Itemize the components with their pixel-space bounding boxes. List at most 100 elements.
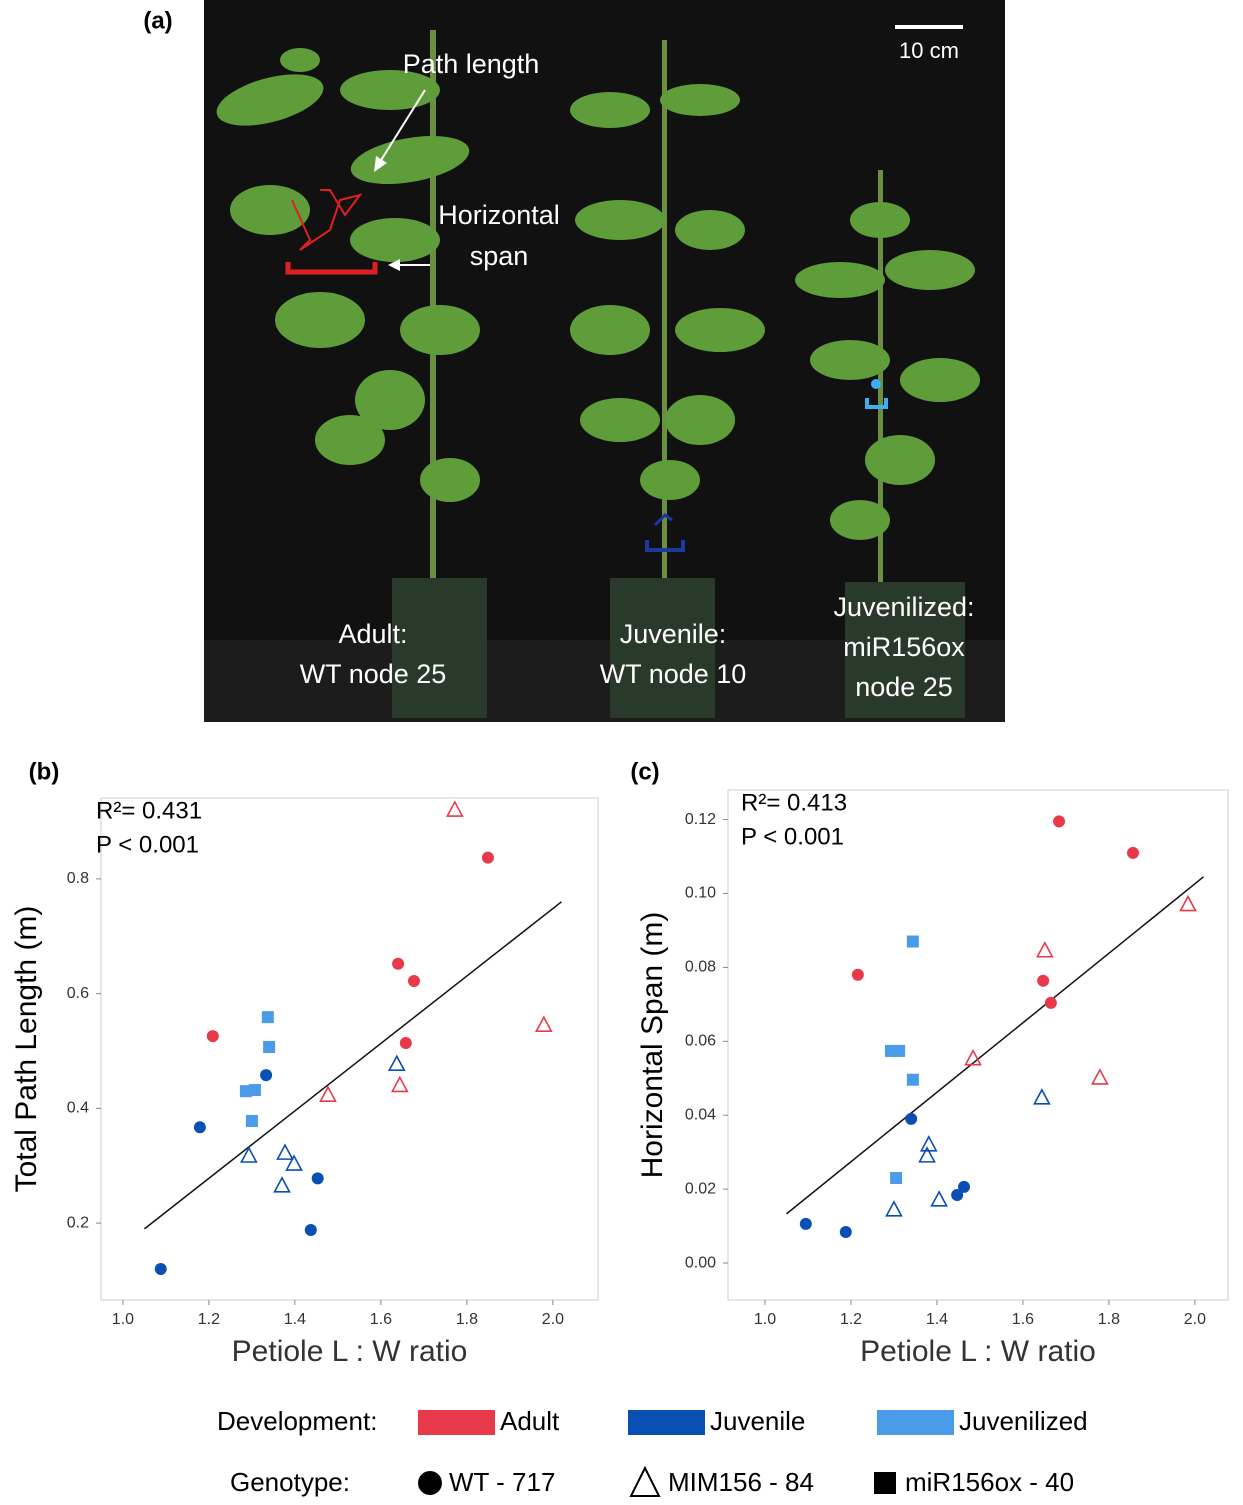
point (319, 1085, 337, 1102)
annotation: R²= 0.431 (96, 797, 202, 824)
point (407, 975, 420, 988)
point (799, 1217, 812, 1230)
photo-panel: 10 cm Path length Horizontal span Adult:… (204, 0, 1005, 722)
point (890, 1172, 903, 1185)
point (311, 1172, 324, 1185)
y-tick-label: 0.04 (685, 1106, 716, 1123)
point (248, 1084, 261, 1097)
point (919, 1135, 938, 1152)
point (263, 1040, 276, 1053)
point (918, 1146, 936, 1163)
y-axis-label: Total Path Length (m) (10, 906, 43, 1193)
legend-marker (629, 1465, 661, 1497)
y-tick-label: 0.00 (685, 1254, 716, 1271)
legend-label: Juvenile (710, 1406, 805, 1436)
point (285, 1154, 303, 1171)
legend-marker (874, 1472, 896, 1494)
point (276, 1143, 294, 1160)
point (1037, 974, 1050, 987)
legend-label: miR156ox - 40 (905, 1467, 1074, 1497)
point (154, 1263, 167, 1276)
point (1179, 894, 1197, 912)
point (906, 935, 919, 948)
x-tick-label: 1.6 (370, 1311, 392, 1328)
fit-line (143, 901, 562, 1230)
point (193, 1121, 206, 1134)
x-tick-label: 1.4 (926, 1311, 948, 1328)
point (1033, 1088, 1051, 1105)
span-label: span (470, 241, 529, 271)
y-tick-label: 0.2 (67, 1214, 89, 1231)
point (1044, 996, 1057, 1009)
x-tick-label: 2.0 (542, 1311, 564, 1328)
annotation: P < 0.001 (741, 823, 844, 850)
legend-title: Genotype: (230, 1467, 350, 1497)
pot (392, 578, 487, 718)
x-tick-label: 1.6 (1012, 1311, 1034, 1328)
point (930, 1190, 948, 1207)
plot-frame (100, 797, 599, 1301)
point (392, 957, 405, 970)
point (261, 1011, 274, 1024)
legend-label: MIM156 - 84 (668, 1467, 814, 1497)
point (273, 1176, 291, 1193)
legend-swatch (877, 1410, 954, 1435)
x-tick-label: 1.2 (840, 1311, 862, 1328)
y-axis-label: Horizontal Span (m) (636, 912, 669, 1179)
point (1053, 815, 1066, 828)
arrowhead (388, 259, 400, 271)
juvenilized-path-trace (871, 379, 881, 389)
arrow (377, 89, 426, 166)
juvenile-span-bracket (645, 540, 685, 552)
plant-label: miR156ox (843, 632, 965, 662)
y-tick-label: 0.8 (67, 870, 89, 887)
legend-swatch (418, 1410, 495, 1435)
point (304, 1224, 317, 1237)
plant-label: Adult: (338, 619, 407, 649)
x-tick-label: 2.0 (1184, 1311, 1206, 1328)
path-length-label: Path length (403, 49, 540, 79)
pot (610, 578, 715, 718)
y-tick-label: 0.4 (67, 1100, 89, 1117)
plant-label: node 25 (855, 672, 953, 702)
point (885, 1200, 903, 1217)
point (240, 1146, 258, 1163)
point (893, 1044, 906, 1057)
plant-juvenile (570, 40, 765, 580)
point (239, 1085, 252, 1098)
legend-label: Juvenilized (959, 1406, 1088, 1436)
x-tick-label: 1.2 (198, 1311, 220, 1328)
x-tick-label: 1.0 (112, 1311, 134, 1328)
x-tick-label: 1.0 (754, 1311, 776, 1328)
plant-label: Juvenilized: (833, 592, 974, 622)
point (206, 1030, 219, 1043)
x-tick-label: 1.8 (456, 1311, 478, 1328)
annotation: R²= 0.413 (741, 789, 847, 816)
plot-frame (727, 789, 1229, 1301)
x-tick-label: 1.4 (284, 1311, 306, 1328)
juvenile-path-trace (653, 513, 673, 527)
panel-label: (a) (143, 7, 172, 34)
span-label: Horizontal (438, 200, 560, 230)
legend-marker (418, 1471, 442, 1495)
y-tick-label: 0.06 (685, 1033, 716, 1050)
point (390, 1075, 409, 1093)
point (1036, 941, 1054, 958)
point (905, 1112, 918, 1125)
annotation: P < 0.001 (96, 831, 199, 858)
point (839, 1226, 852, 1238)
legend-label: WT - 717 (449, 1467, 555, 1497)
point (1126, 846, 1139, 859)
point (260, 1069, 273, 1082)
y-tick-label: 0.6 (67, 985, 89, 1002)
plant-label: WT node 10 (600, 659, 747, 689)
fit-line (785, 876, 1204, 1215)
plant-label: WT node 25 (300, 659, 447, 689)
panel-label: (c) (630, 758, 659, 785)
point (851, 968, 864, 981)
point (951, 1189, 964, 1202)
legend-label: Adult (500, 1406, 560, 1436)
x-axis-label: Petiole L : W ratio (232, 1335, 468, 1368)
y-tick-label: 0.08 (685, 959, 716, 976)
